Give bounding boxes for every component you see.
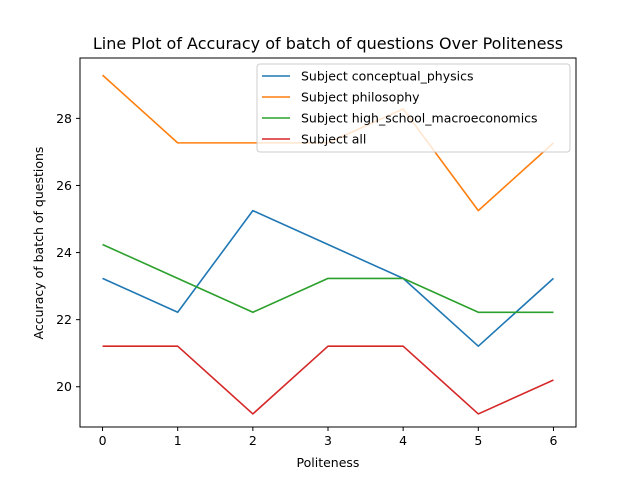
legend-box bbox=[256, 63, 571, 153]
y-tick-label: 26 bbox=[56, 178, 72, 193]
legend-entry: Subject high_school_macroeconomics bbox=[301, 111, 538, 126]
x-axis-label: Politeness bbox=[297, 455, 360, 470]
legend-entry: Subject philosophy bbox=[301, 90, 420, 105]
y-axis: 20 22 24 26 28 bbox=[56, 111, 80, 394]
series-line-subject-all bbox=[102, 345, 554, 415]
legend: Subject conceptual_physics Subject philos… bbox=[256, 63, 571, 153]
x-tick-label: 6 bbox=[549, 433, 557, 448]
series-line-subject-high-school-macroeconomics bbox=[102, 243, 554, 314]
x-tick-label: 4 bbox=[399, 433, 407, 448]
x-tick-label: 5 bbox=[474, 433, 482, 448]
x-tick-label: 0 bbox=[99, 433, 107, 448]
y-tick-label: 20 bbox=[56, 379, 72, 394]
y-axis-label: Accuracy of batch of questions bbox=[31, 147, 46, 340]
chart-title: Line Plot of Accuracy of batch of questi… bbox=[93, 34, 563, 53]
x-axis: 0 1 2 3 4 5 6 bbox=[99, 427, 557, 448]
series-layer bbox=[102, 74, 554, 415]
legend-entry: Subject all bbox=[301, 132, 366, 147]
y-tick-label: 22 bbox=[56, 312, 72, 327]
x-tick-label: 1 bbox=[174, 433, 182, 448]
x-tick-label: 2 bbox=[249, 433, 257, 448]
legend-entry: Subject conceptual_physics bbox=[301, 69, 473, 84]
series-line-subject-conceptual-physics bbox=[102, 209, 554, 347]
y-tick-label: 28 bbox=[56, 111, 72, 126]
y-tick-label: 24 bbox=[56, 245, 72, 260]
x-tick-label: 3 bbox=[324, 433, 332, 448]
